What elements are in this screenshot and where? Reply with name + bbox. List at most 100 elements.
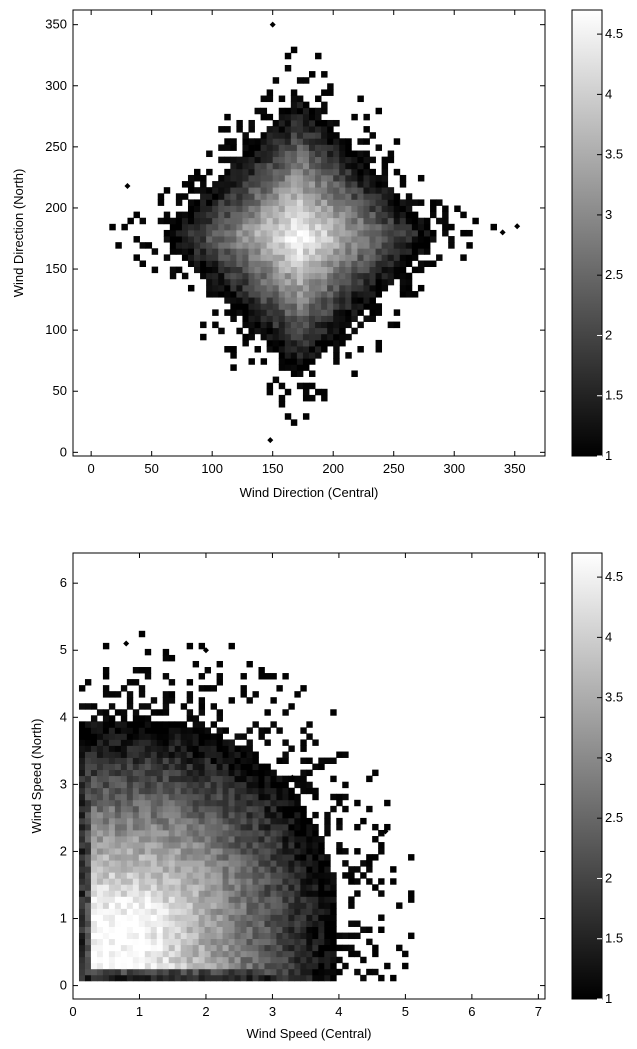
density-cell	[315, 291, 322, 298]
density-cell	[284, 193, 292, 200]
density-cell	[108, 956, 116, 964]
density-cell	[330, 962, 337, 970]
density-cell	[315, 321, 322, 329]
density-cell	[306, 733, 313, 740]
density-cell	[375, 266, 383, 274]
density-cell	[102, 926, 110, 934]
density-cell	[138, 817, 146, 825]
density-cell	[156, 745, 164, 752]
density-cell	[363, 217, 370, 225]
density-cell	[174, 974, 182, 982]
density-cell	[115, 242, 122, 249]
density-cell	[302, 181, 310, 188]
density-cell	[174, 787, 182, 795]
density-cell	[204, 781, 212, 789]
density-cell	[162, 878, 170, 885]
density-cell	[327, 321, 334, 329]
density-cell	[302, 260, 310, 268]
density-cell	[228, 884, 235, 891]
density-cell	[96, 745, 104, 752]
density-cell	[144, 920, 152, 927]
density-cell	[339, 321, 346, 329]
density-cell	[272, 278, 280, 286]
density-cell	[363, 284, 370, 292]
density-cell	[121, 223, 128, 231]
density-cell	[84, 956, 92, 964]
density-cell	[393, 321, 401, 329]
density-cell	[327, 89, 334, 96]
density-cell	[321, 327, 328, 335]
density-cell	[296, 211, 304, 219]
density-cell	[348, 920, 355, 927]
density-cell	[282, 848, 289, 855]
density-cell	[288, 950, 295, 958]
density-cell	[309, 297, 316, 304]
density-cell	[357, 248, 364, 255]
density-cell	[333, 211, 340, 219]
density-cell	[327, 193, 334, 200]
density-cell	[234, 950, 241, 958]
density-cell	[114, 793, 122, 801]
density-cell	[90, 962, 98, 970]
density-cell	[150, 842, 158, 849]
density-cell	[150, 775, 158, 783]
density-cell	[252, 805, 259, 813]
density-cell	[234, 787, 241, 795]
density-cell	[270, 775, 277, 783]
density-cell	[252, 944, 259, 952]
density-cell	[212, 284, 219, 292]
density-cell	[372, 950, 379, 958]
density-cell	[296, 370, 304, 377]
density-cell	[321, 187, 328, 194]
density-cell	[393, 217, 401, 225]
density-cell	[288, 854, 295, 861]
density-cell	[348, 872, 355, 879]
density-cell	[302, 309, 310, 316]
density-cell	[333, 193, 340, 200]
density-cell	[345, 303, 352, 310]
density-cell	[162, 709, 170, 716]
density-cell	[156, 956, 164, 964]
density-cell	[78, 944, 86, 952]
density-cell	[175, 211, 183, 219]
density-cell	[90, 817, 98, 825]
density-cell	[363, 168, 370, 176]
density-cell	[216, 811, 223, 819]
density-cell	[84, 932, 92, 940]
density-cell	[162, 751, 170, 758]
density-cell	[150, 914, 158, 921]
density-cell	[417, 199, 425, 206]
density-cell	[78, 866, 86, 873]
density-cell	[206, 229, 213, 237]
density-cell	[198, 829, 206, 837]
density-cell	[168, 842, 176, 849]
density-cell	[186, 751, 194, 758]
density-cell	[363, 187, 370, 194]
density-cell	[342, 793, 349, 801]
density-cell	[278, 242, 286, 249]
density-cell	[132, 721, 140, 728]
density-cell	[150, 823, 158, 831]
density-cell	[302, 217, 310, 225]
density-cell	[168, 962, 176, 970]
density-cell	[174, 769, 182, 777]
density-cell	[138, 733, 146, 740]
density-cell	[248, 321, 255, 329]
density-cell	[266, 138, 274, 145]
density-cell	[278, 199, 286, 206]
density-cell	[336, 968, 343, 976]
density-cell	[381, 162, 389, 170]
density-cell	[132, 745, 140, 752]
density-cell	[296, 229, 304, 237]
density-cell	[381, 254, 389, 261]
density-cell	[309, 346, 316, 353]
density-cell	[357, 168, 364, 176]
density-cell	[246, 902, 253, 909]
density-cell	[369, 236, 376, 243]
density-cell	[354, 950, 361, 958]
density-cell	[138, 914, 146, 921]
density-cell	[284, 199, 292, 206]
density-cell	[150, 727, 158, 734]
density-cell	[186, 914, 194, 921]
density-cell	[345, 284, 352, 292]
